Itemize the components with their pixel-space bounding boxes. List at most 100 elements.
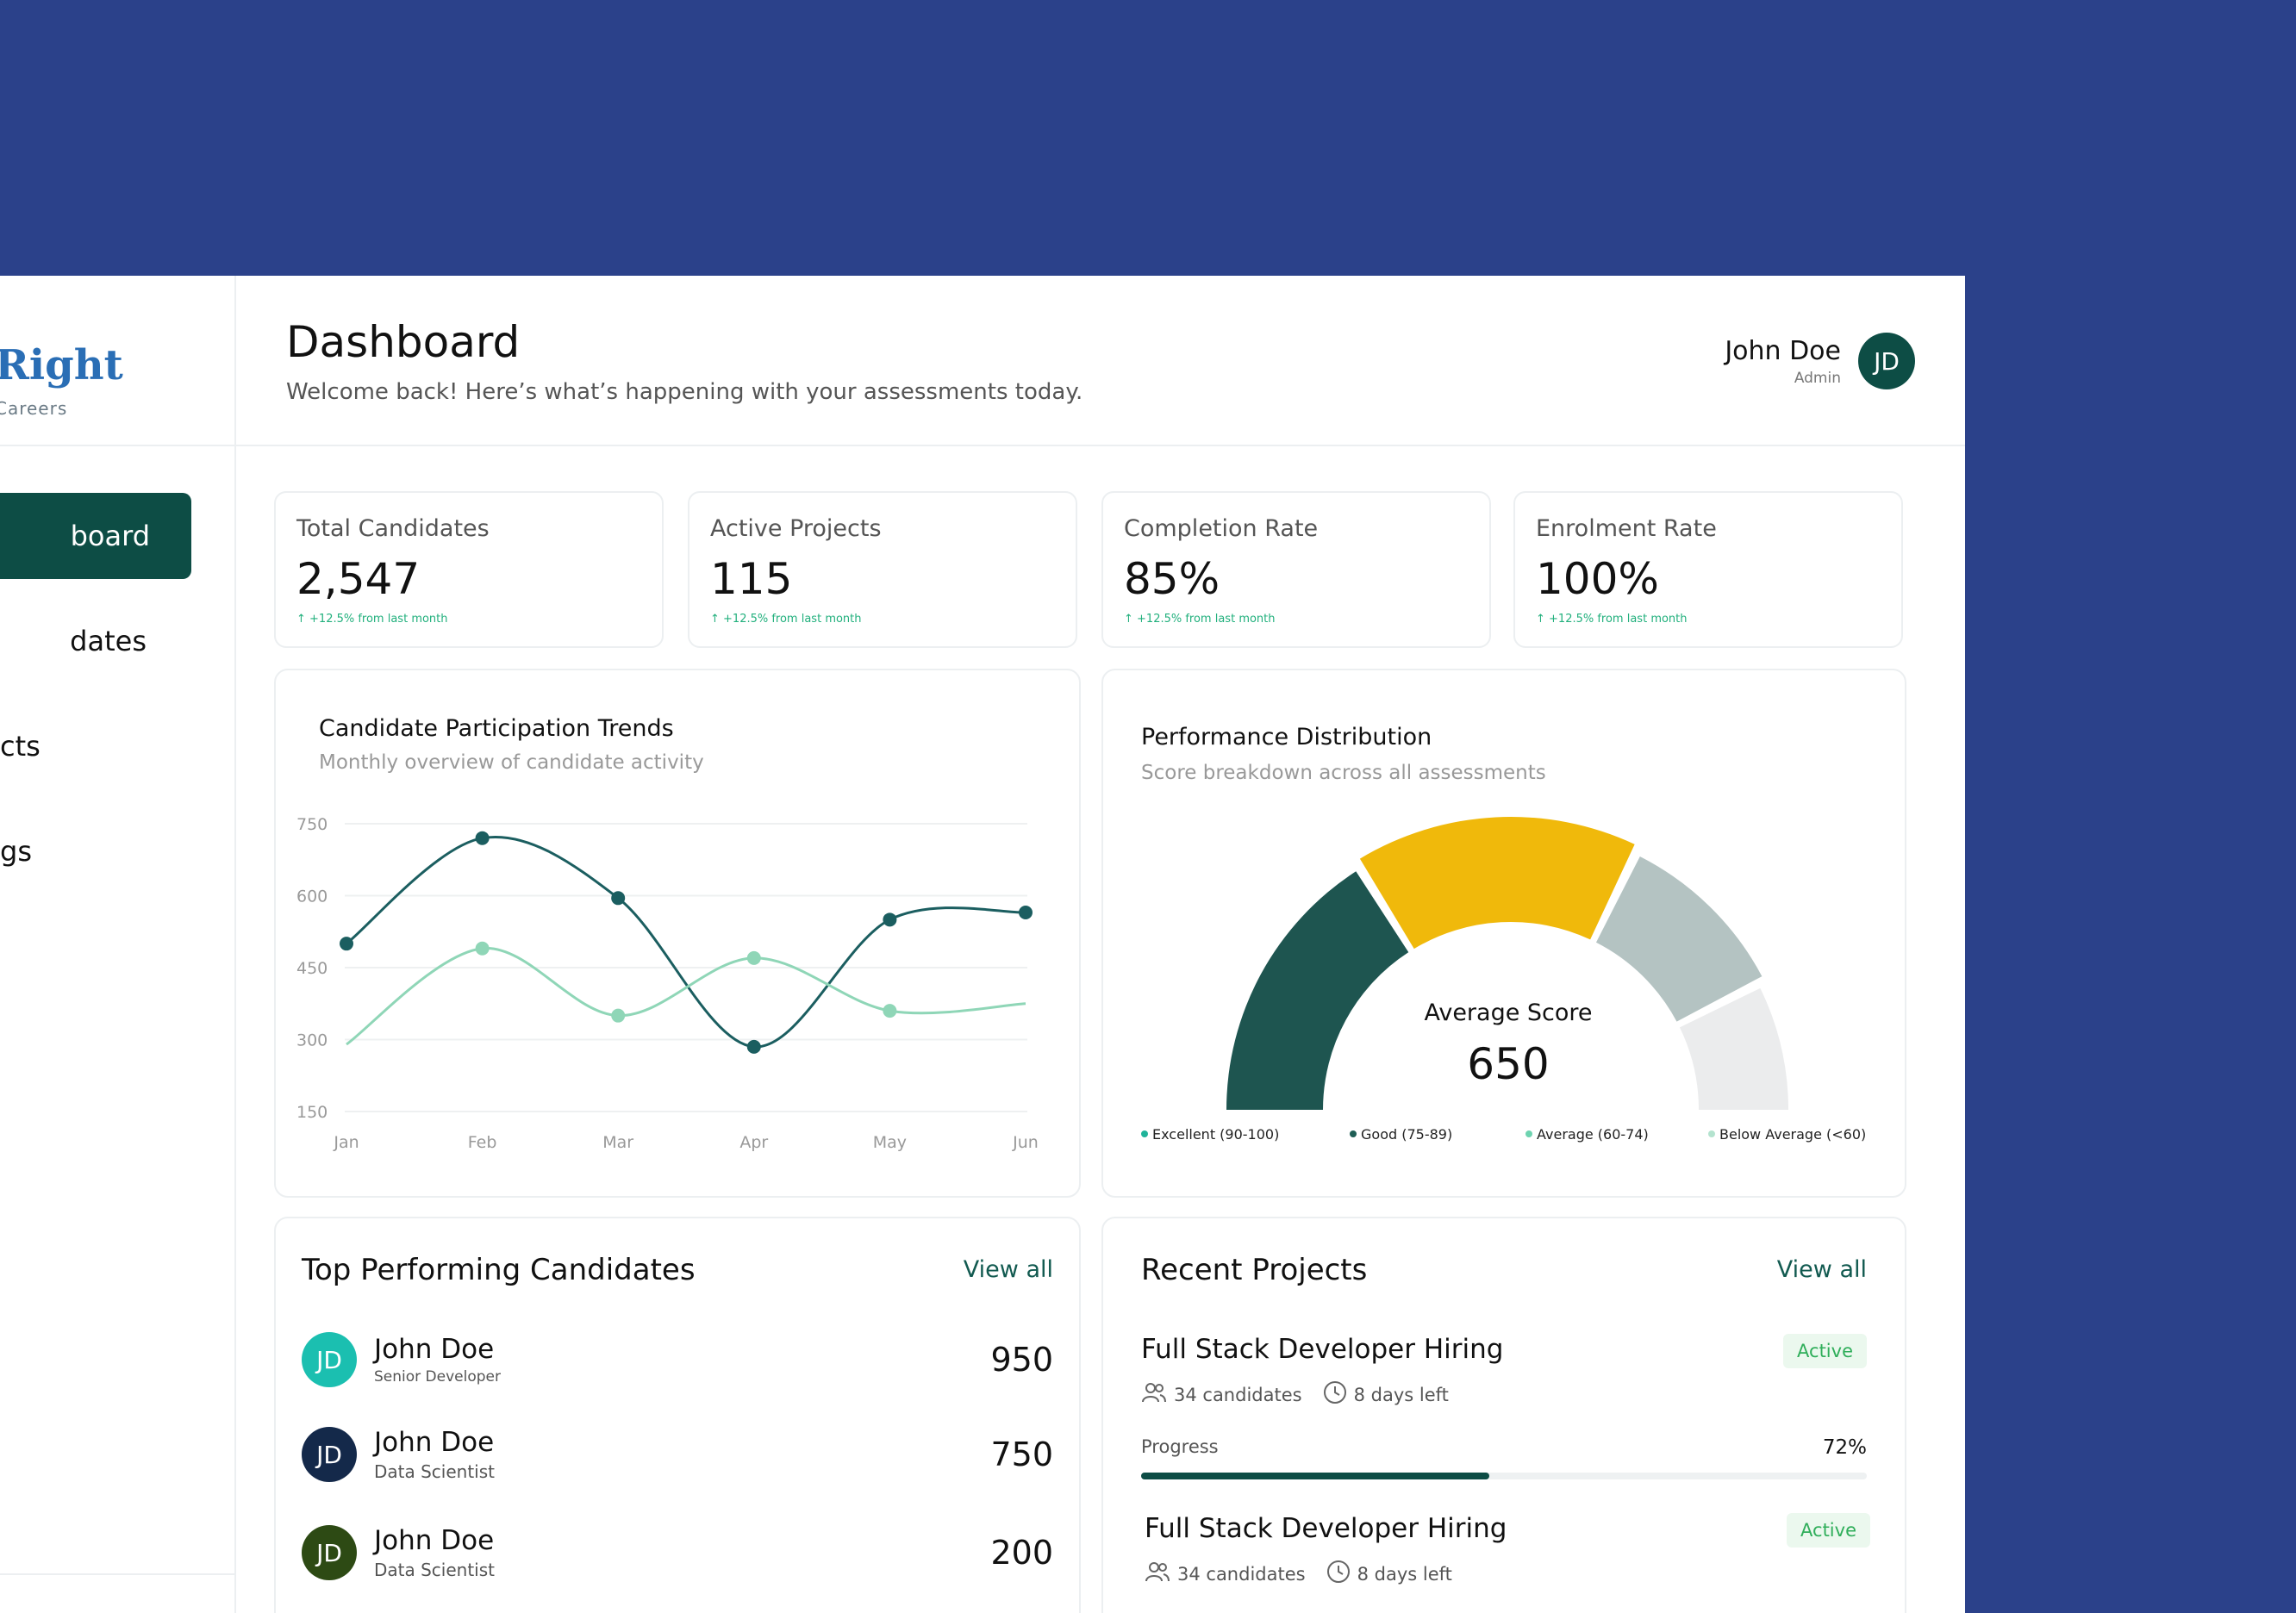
legend-label: Good (75-89)	[1361, 1126, 1452, 1143]
data-point[interactable]	[340, 937, 353, 951]
project-name: Full Stack Developer Hiring	[1145, 1513, 1507, 1544]
gauge-center-label: Average Score	[1424, 1000, 1593, 1026]
candidate-avatar: JD	[302, 1525, 357, 1580]
gauge-segment-1[interactable]	[1226, 871, 1409, 1110]
legend-label: Average (60-74)	[1537, 1126, 1649, 1143]
progress-percent: 72%	[1822, 1436, 1867, 1459]
recent-projects-panel: Recent Projects View all Full Stack Deve…	[1101, 1217, 1906, 1613]
data-point[interactable]	[475, 831, 490, 845]
candidate-info: John Doe Data Scientist	[374, 1525, 990, 1580]
sidebar-item-label: cts	[0, 730, 41, 763]
x-tick-label: Apr	[739, 1133, 768, 1152]
y-tick-label: 450	[296, 959, 328, 978]
sidebar-item-label: board	[70, 520, 150, 552]
stat-label: Total Candidates	[296, 515, 490, 542]
sidebar-item-settings[interactable]: gs	[0, 808, 191, 894]
candidate-avatar: JD	[302, 1427, 357, 1482]
stat-card-active-projects: Active Projects 115 ↑ +12.5% from last m…	[688, 491, 1077, 648]
progress-label: Progress	[1141, 1436, 1219, 1457]
top-candidates-view-all-link[interactable]: View all	[963, 1256, 1053, 1283]
trends-subtitle: Monthly overview of candidate activity	[319, 751, 704, 774]
data-point[interactable]	[611, 891, 626, 906]
sidebar-item-dashboard[interactable]: board	[0, 493, 191, 579]
performance-panel: Performance Distribution Score breakdown…	[1101, 669, 1906, 1198]
y-tick-label: 750	[296, 815, 328, 834]
users-icon	[1145, 1560, 1177, 1587]
y-tick-label: 150	[296, 1103, 328, 1122]
users-icon	[1141, 1381, 1174, 1408]
performance-gauge: Excellent (90-100) Good (75-89) Average (6…	[1141, 817, 1866, 1143]
data-point[interactable]	[883, 912, 897, 927]
list-item[interactable]: JD John Doe Data Scientist 750	[302, 1423, 1053, 1485]
candidate-name: John Doe	[374, 1334, 495, 1365]
top-candidates-panel: Top Performing Candidates View all JD Jo…	[274, 1217, 1081, 1613]
status-badge: Active	[1783, 1334, 1867, 1368]
page-title: Dashboard	[286, 317, 521, 367]
x-tick-label: Mar	[602, 1133, 633, 1152]
list-item[interactable]: JD John Doe Data Scientist 200	[302, 1522, 1053, 1584]
sidebar: Right Careers board dates cts gs	[0, 276, 236, 1613]
gauge-segment-4[interactable]	[1679, 987, 1788, 1110]
legend-dot	[1525, 1130, 1532, 1137]
sidebar-item-projects[interactable]: cts	[0, 703, 191, 789]
project-progress: Progress 72%	[1141, 1436, 1867, 1479]
legend-label: Excellent (90-100)	[1152, 1126, 1279, 1143]
x-tick-label: Jan	[333, 1133, 359, 1152]
candidate-avatar: JD	[302, 1332, 357, 1387]
project-candidates: 34 candidates	[1177, 1563, 1306, 1585]
user-menu[interactable]: John Doe Admin JD	[1725, 333, 1915, 389]
sidebar-item-label: dates	[70, 625, 147, 657]
user-name: John Doe	[1725, 335, 1841, 366]
trends-panel: Candidate Participation Trends Monthly o…	[274, 669, 1081, 1198]
stat-label: Enrolment Rate	[1536, 515, 1717, 542]
sidebar-item-candidates[interactable]: dates	[0, 598, 191, 684]
data-point[interactable]	[746, 950, 761, 965]
data-point[interactable]	[1019, 905, 1033, 919]
project-item[interactable]: Full Stack Developer Hiring Active 34 ca…	[1145, 1513, 1870, 1588]
x-tick-label: Feb	[468, 1133, 497, 1152]
x-tick-label: May	[873, 1133, 907, 1152]
stat-value: 115	[710, 554, 793, 604]
data-point[interactable]	[746, 1039, 761, 1054]
stat-card-enrolment-rate: Enrolment Rate 100% ↑ +12.5% from last m…	[1513, 491, 1903, 648]
gauge-segment-3[interactable]	[1595, 856, 1763, 1022]
gauge-center-value: 650	[1467, 1039, 1550, 1089]
legend-dot	[1141, 1130, 1148, 1137]
candidate-name: John Doe	[374, 1427, 495, 1458]
candidate-info: John Doe Senior Developer	[374, 1334, 990, 1386]
recent-projects-view-all-link[interactable]: View all	[1776, 1256, 1867, 1283]
sidebar-item-label: gs	[0, 835, 32, 868]
project-candidates: 34 candidates	[1174, 1384, 1302, 1405]
project-name: Full Stack Developer Hiring	[1141, 1334, 1504, 1365]
stat-label: Active Projects	[710, 515, 882, 542]
avatar[interactable]: JD	[1858, 333, 1915, 389]
status-badge: Active	[1787, 1513, 1870, 1548]
progress-track	[1141, 1473, 1867, 1479]
legend-label: Below Average (<60)	[1719, 1126, 1866, 1143]
series-line-1	[346, 836, 1026, 1049]
header: Dashboard Welcome back! Here’s what’s ha…	[234, 276, 1965, 446]
sidebar-divider	[0, 445, 234, 446]
top-candidates-title: Top Performing Candidates	[302, 1253, 696, 1287]
project-item[interactable]: Full Stack Developer Hiring Active 34 ca…	[1141, 1334, 1867, 1479]
x-tick-label: Jun	[1012, 1133, 1039, 1152]
data-point[interactable]	[611, 1008, 626, 1023]
data-point[interactable]	[883, 1004, 897, 1018]
legend-dot	[1708, 1130, 1715, 1137]
candidate-role: Senior Developer	[374, 1368, 501, 1386]
stat-value: 100%	[1536, 554, 1659, 604]
candidate-name: John Doe	[374, 1525, 495, 1556]
candidate-info: John Doe Data Scientist	[374, 1427, 990, 1482]
stat-value: 85%	[1124, 554, 1220, 604]
project-days-left: 8 days left	[1357, 1563, 1452, 1585]
performance-title: Performance Distribution	[1141, 724, 1432, 750]
app-window: Right Careers board dates cts gs Dashboa…	[0, 276, 1965, 1613]
project-days-left: 8 days left	[1353, 1384, 1449, 1405]
list-item[interactable]: JD John Doe Senior Developer 950	[302, 1329, 1053, 1391]
gauge-segment-2[interactable]	[1359, 817, 1635, 950]
stat-delta: ↑ +12.5% from last month	[710, 613, 862, 626]
stat-value: 2,547	[296, 554, 421, 604]
data-point[interactable]	[475, 941, 490, 956]
sidebar-divider	[0, 1573, 234, 1575]
project-meta: 34 candidates 8 days left	[1141, 1380, 1867, 1409]
